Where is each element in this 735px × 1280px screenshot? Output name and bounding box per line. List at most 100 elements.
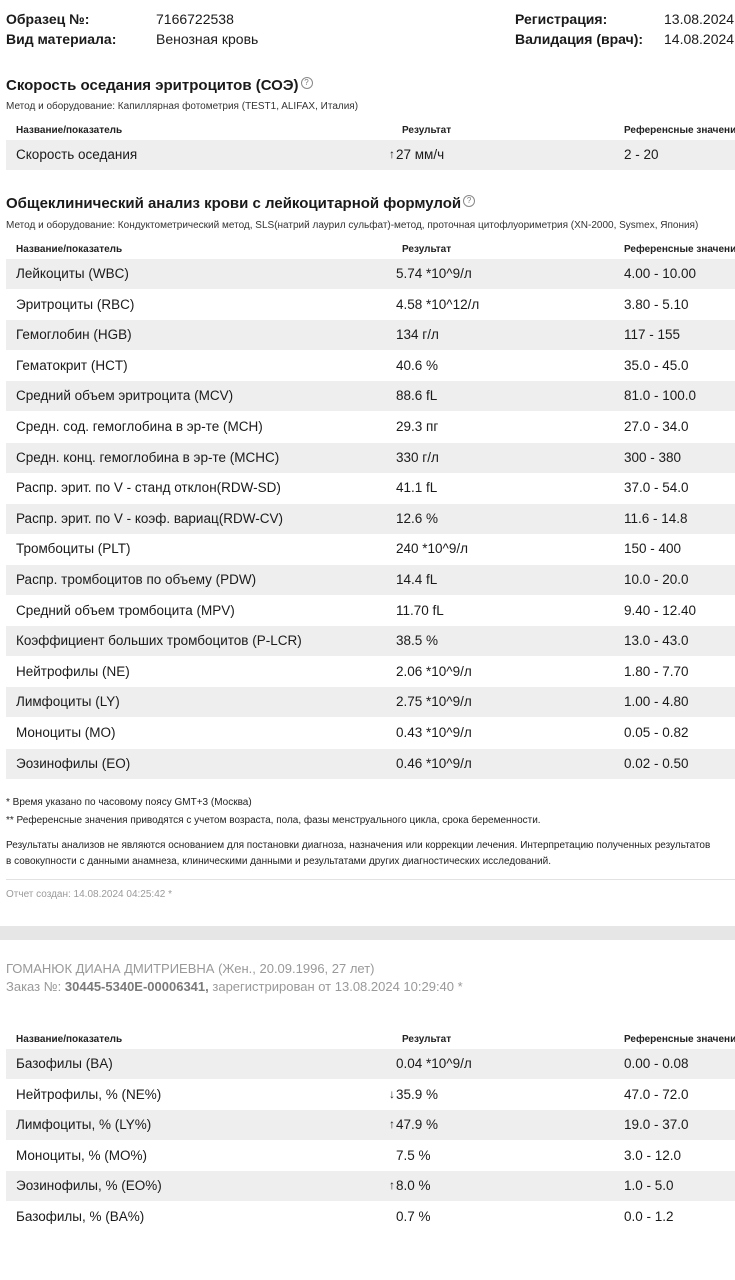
row-name: Распр. эрит. по V - станд отклон(RDW-SD) <box>16 480 281 496</box>
cbc-method: Метод и оборудование: Кондуктометрически… <box>6 220 699 231</box>
reference-note: ** Референсные значения приводятся с уче… <box>6 815 541 826</box>
row-result: 0.7 % <box>396 1209 431 1224</box>
row-name: Средн. конц. гемоглобина в эр-те (MCHC) <box>16 449 280 465</box>
row-result: 12.6 % <box>396 510 439 526</box>
row-reference: 0.02 - 0.50 <box>624 755 689 771</box>
row-name: Базофилы (BA) <box>16 1056 113 1071</box>
table-row: Нейтрофилы (NE) 2.06 *10^9/л 1.80 - 7.70 <box>6 657 735 687</box>
table-row: Скорость оседания ↑ 27 мм/ч 2 - 20 <box>6 140 735 170</box>
row-result: 35.9 % <box>396 1086 439 1102</box>
table-row: Распр. эрит. по V - станд отклон(RDW-SD)… <box>6 473 735 503</box>
table-row: Лимфоциты (LY) 2.75 *10^9/л 1.00 - 4.80 <box>6 687 735 718</box>
page-break <box>0 926 735 940</box>
order-info: Заказ №: 30445-5340E-00006341, зарегистр… <box>6 979 463 994</box>
esr-method: Метод и оборудование: Капиллярная фотоме… <box>6 101 359 112</box>
arrow-up-icon: ↑ <box>389 1178 395 1193</box>
row-reference: 47.0 - 72.0 <box>624 1086 689 1102</box>
row-result: 0.43 *10^9/л <box>396 725 472 740</box>
row-reference: 2 - 20 <box>624 147 659 162</box>
row-name: Эозинофилы (EO) <box>16 755 131 771</box>
col-header-reference: Референсные значения <box>624 125 735 136</box>
sample-label: Образец №: <box>6 11 90 27</box>
row-name: Моноциты, % (MO%) <box>16 1147 148 1163</box>
table-row: Эритроциты (RBC) 4.58 *10^12/л 3.80 - 5.10 <box>6 290 735 320</box>
row-result: 240 *10^9/л <box>396 541 469 557</box>
col-header-name: Название/показатель <box>16 244 123 255</box>
row-result: 38.5 % <box>396 633 439 649</box>
row-reference: 27.0 - 34.0 <box>624 419 689 434</box>
row-reference: 3.0 - 12.0 <box>624 1147 682 1163</box>
table-row: Моноциты (MO) 0.43 *10^9/л 0.05 - 0.82 <box>6 718 735 748</box>
row-reference: 1.0 - 5.0 <box>624 1178 674 1194</box>
row-reference: 35.0 - 45.0 <box>624 357 689 373</box>
row-reference: 37.0 - 54.0 <box>624 480 689 496</box>
row-name: Гематокрит (HCT) <box>16 357 128 373</box>
row-result: 88.6 fL <box>396 388 438 404</box>
registration-date: 13.08.2024 <box>664 11 735 27</box>
registration-label: Регистрация: <box>515 11 608 27</box>
row-name: Средний объем тромбоцита (MPV) <box>16 602 235 618</box>
row-name: Моноциты (MO) <box>16 725 116 740</box>
table-row: Гемоглобин (HGB) 134 г/л 117 - 155 <box>6 320 735 351</box>
divider <box>6 879 735 880</box>
arrow-down-icon: ↓ <box>389 1086 395 1101</box>
col-header-result: Результат <box>402 1034 452 1045</box>
table-row: Эозинофилы, % (EO%) ↑ 8.0 % 1.0 - 5.0 <box>6 1171 735 1202</box>
row-result: 27 мм/ч <box>396 147 445 162</box>
table-row: Средн. сод. гемоглобина в эр-те (MCH) 29.… <box>6 412 735 442</box>
row-name: Распр. тромбоцитов по объему (PDW) <box>16 572 257 587</box>
col-header-reference: Референсные значения <box>624 1034 735 1045</box>
row-result: 47.9 % <box>396 1117 439 1133</box>
row-name: Эозинофилы, % (EO%) <box>16 1178 162 1194</box>
table-row: Распр. тромбоцитов по объему (PDW) 14.4 f… <box>6 565 735 595</box>
row-name: Гемоглобин (HGB) <box>16 327 132 343</box>
row-name: Лимфоциты, % (LY%) <box>16 1117 152 1133</box>
help-icon[interactable]: ? <box>300 77 313 89</box>
table-row: Средний объем эритроцита (MCV) 88.6 fL 81.… <box>6 381 735 412</box>
table-row: Средн. конц. гемоглобина в эр-те (MCHC) 3… <box>6 442 735 473</box>
sample-number: 7166722538 <box>156 11 234 27</box>
row-name: Распр. эрит. по V - коэф. вариац(RDW-CV) <box>16 510 283 526</box>
row-name: Эритроциты (RBC) <box>16 296 135 312</box>
validation-label: Валидация (врач): <box>515 31 644 47</box>
row-result: 8.0 % <box>396 1178 431 1194</box>
row-reference: 300 - 380 <box>624 449 682 465</box>
col-header-name: Название/показатель <box>16 1034 123 1045</box>
patient-info: ГОМАНЮК ДИАНА ДМИТРИЕВНА (Жен., 20.09.19… <box>6 961 375 976</box>
help-icon[interactable]: ? <box>463 195 476 207</box>
arrow-up-icon: ↑ <box>389 147 395 161</box>
row-reference: 10.0 - 20.0 <box>624 572 689 587</box>
row-reference: 150 - 400 <box>624 541 682 557</box>
row-result: 2.75 *10^9/л <box>396 694 472 710</box>
esr-section-title: Скорость оседания эритроцитов (СОЭ)? <box>6 77 313 94</box>
row-result: 134 г/л <box>396 327 439 343</box>
row-reference: 3.80 - 5.10 <box>624 296 689 312</box>
row-name: Лейкоциты (WBC) <box>16 266 129 281</box>
col-header-result: Результат <box>402 125 452 136</box>
table-row: Коэффициент больших тромбоцитов (P-LCR) 3… <box>6 626 735 657</box>
report-created: Отчет создан: 14.08.2024 04:25:42 * <box>6 889 172 900</box>
row-reference: 11.6 - 14.8 <box>624 510 688 526</box>
table-row: Базофилы, % (BA%) 0.7 % 0.0 - 1.2 <box>6 1202 735 1232</box>
row-reference: 9.40 - 12.40 <box>624 602 697 618</box>
row-reference: 1.00 - 4.80 <box>624 694 689 710</box>
row-result: 14.4 fL <box>396 572 438 587</box>
row-result: 40.6 % <box>396 357 439 373</box>
table-row: Распр. эрит. по V - коэф. вариац(RDW-CV)… <box>6 503 735 534</box>
row-reference: 19.0 - 37.0 <box>624 1117 689 1133</box>
row-result: 29.3 пг <box>396 419 439 434</box>
order-number: 30445-5340E-00006341, <box>64 979 209 994</box>
col-header-reference: Референсные значения <box>624 244 735 255</box>
row-result: 4.58 *10^12/л <box>396 296 480 312</box>
cbc-section-title: Общеклинический анализ крови с лейкоцита… <box>6 195 476 212</box>
col-header-name: Название/показатель <box>16 125 123 136</box>
col-header-result: Результат <box>402 244 452 255</box>
table-row: Нейтрофилы, % (NE%) ↓ 35.9 % 47.0 - 72.0 <box>6 1080 735 1110</box>
timezone-note: * Время указано по часовому поясу GMT+3 … <box>6 797 252 808</box>
row-reference: 0.00 - 0.08 <box>624 1056 689 1071</box>
row-result: 7.5 % <box>396 1147 431 1163</box>
order-prefix: Заказ №: <box>6 979 62 994</box>
row-result: 0.04 *10^9/л <box>396 1056 472 1071</box>
row-result: 11.70 fL <box>396 602 444 618</box>
table-row: Лейкоциты (WBC) 5.74 *10^9/л 4.00 - 10.00 <box>6 259 735 289</box>
